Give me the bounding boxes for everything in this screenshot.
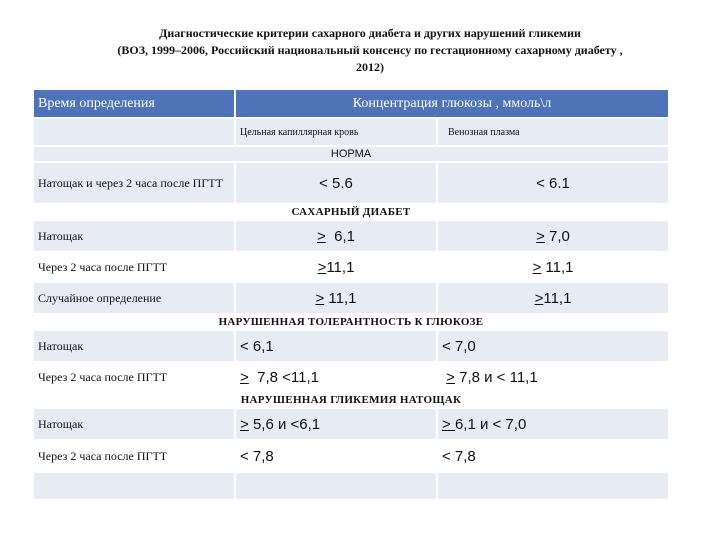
- empty-cell: [234, 471, 438, 501]
- header-time: Время определения: [32, 88, 236, 119]
- table-row: Случайное определение > 11,1 >11,1: [32, 281, 671, 315]
- section-norm-title: НОРМА: [31, 145, 671, 163]
- row-label: Через 2 часа после ПГТТ: [32, 439, 236, 473]
- title-line-3: 2012): [356, 60, 384, 74]
- value-number: 7,0: [549, 227, 570, 245]
- row-label: Натощак: [32, 219, 236, 253]
- table-row: Через 2 часа после ПГТТ > 7,8 <11,1 > 7,…: [32, 361, 671, 393]
- table-header-row: Время определения Концентрация глюкозы ,…: [32, 88, 671, 119]
- venous-value: < 7,0: [435, 329, 671, 363]
- venous-value: > 6,1 и < 7,0: [435, 407, 671, 441]
- capillary-value: > 7,8 <11,1: [234, 361, 438, 393]
- subheader-capillary: Цельная капиллярная кровь: [234, 117, 438, 147]
- header-concentration: Концентрация глюкозы , ммоль\л: [233, 88, 671, 119]
- section-diabetes: САХАРНЫЙ ДИАБЕТ: [31, 203, 671, 221]
- value-number: 11,1: [326, 258, 355, 276]
- empty-cell: [435, 471, 671, 501]
- section-igt: НАРУШЕННАЯ ТОЛЕРАНТНОСТЬ К ГЛЮКОЗЕ: [31, 313, 671, 331]
- capillary-value: > 6,1: [234, 219, 438, 253]
- section-ifg: НАРУШЕННАЯ ГЛИКЕМИЯ НАТОЩАК: [31, 391, 671, 409]
- value-number: 11,1: [543, 289, 572, 307]
- venous-value: < 6.1: [435, 161, 671, 205]
- row-label: Натощак и через 2 часа после ПГТТ: [32, 161, 236, 205]
- ge-symbol: >: [446, 368, 455, 386]
- venous-value: > 11,1: [435, 251, 671, 283]
- ge-symbol: >: [532, 258, 542, 276]
- subheader-empty: [32, 117, 236, 147]
- table-row: Натощак и через 2 часа после ПГТТ < 5.6 …: [32, 161, 671, 205]
- table-row: Натощак > 5,6 и <6,1 > 6,1 и < 7,0: [32, 407, 671, 441]
- value-number: 6,1: [334, 227, 355, 245]
- document-title: Диагностические критерии сахарного диабе…: [60, 25, 680, 76]
- title-line-1: Диагностические критерии сахарного диабе…: [159, 26, 581, 40]
- criteria-table: Время определения Концентрация глюкозы ,…: [31, 88, 671, 501]
- value-number: 7,8 <11,1: [257, 368, 319, 386]
- ge-symbol: >: [536, 227, 545, 245]
- table-row: Через 2 часа после ПГТТ < 7,8 < 7,8: [32, 439, 671, 473]
- subheader-venous: Венозная плазма: [435, 117, 671, 147]
- capillary-value: < 6,1: [234, 329, 438, 363]
- table-row: Натощак < 6,1 < 7,0: [32, 329, 671, 363]
- capillary-value: < 7,8: [234, 439, 438, 473]
- row-label: Натощак: [32, 329, 236, 363]
- ge-symbol: >: [317, 258, 327, 276]
- venous-value: < 7,8: [435, 439, 671, 473]
- value-number: 11,1: [545, 258, 574, 276]
- table-row-empty: [32, 471, 671, 501]
- venous-value: >11,1: [435, 281, 671, 315]
- ge-symbol: >: [442, 415, 455, 433]
- table-row: Через 2 часа после ПГТТ >11,1 > 11,1: [32, 251, 671, 283]
- section-diabetes-title: САХАРНЫЙ ДИАБЕТ: [31, 203, 671, 221]
- value-number: 7,8 и < 11,1: [459, 368, 538, 386]
- ge-symbol: >: [534, 289, 544, 307]
- ge-symbol: >: [240, 415, 249, 433]
- capillary-value: > 5,6 и <6,1: [234, 407, 438, 441]
- venous-value: > 7,8 и < 11,1: [435, 361, 671, 393]
- value-number: 6,1 и < 7,0: [454, 415, 527, 433]
- section-igt-title: НАРУШЕННАЯ ТОЛЕРАНТНОСТЬ К ГЛЮКОЗЕ: [31, 313, 671, 331]
- venous-value: > 7,0: [435, 219, 671, 253]
- ge-symbol: >: [315, 289, 325, 307]
- ge-symbol: >: [240, 368, 249, 386]
- subheader-row: Цельная капиллярная кровь Венозная плазм…: [32, 117, 671, 147]
- capillary-value: > 11,1: [234, 281, 438, 315]
- row-label: Через 2 часа после ПГТТ: [32, 361, 236, 393]
- value-number: 5,6 и <6,1: [252, 415, 321, 433]
- section-norm: НОРМА: [31, 145, 671, 163]
- capillary-value: < 5.6: [234, 161, 438, 205]
- value-number: 11,1: [328, 289, 357, 307]
- title-line-2: (ВОЗ, 1999–2006, Российский национальный…: [117, 43, 623, 57]
- table-row: Натощак > 6,1 > 7,0: [32, 219, 671, 253]
- empty-cell: [32, 471, 236, 501]
- row-label: Через 2 часа после ПГТТ: [32, 251, 236, 283]
- ge-symbol: >: [317, 227, 326, 245]
- capillary-value: >11,1: [234, 251, 438, 283]
- row-label: Случайное определение: [32, 281, 236, 315]
- row-label: Натощак: [32, 407, 236, 441]
- section-ifg-title: НАРУШЕННАЯ ГЛИКЕМИЯ НАТОЩАК: [31, 391, 671, 409]
